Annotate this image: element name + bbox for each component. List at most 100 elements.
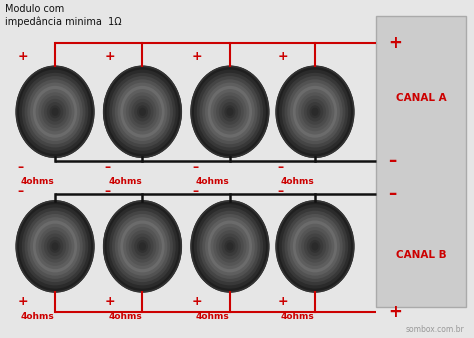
Ellipse shape [284,76,346,147]
Ellipse shape [216,96,244,128]
Ellipse shape [27,214,83,279]
Ellipse shape [134,102,151,122]
Ellipse shape [216,230,244,263]
Ellipse shape [104,66,181,157]
Ellipse shape [38,227,72,266]
Ellipse shape [202,79,257,144]
Ellipse shape [312,108,318,115]
Ellipse shape [126,92,159,131]
Bar [376,16,466,307]
Text: 4ohms: 4ohms [281,312,315,321]
Ellipse shape [120,220,164,272]
Ellipse shape [301,96,329,128]
Ellipse shape [222,102,238,122]
Ellipse shape [126,227,159,266]
Ellipse shape [140,108,145,115]
Ellipse shape [118,217,167,275]
Ellipse shape [208,220,252,272]
Ellipse shape [19,204,91,289]
Ellipse shape [296,224,334,269]
Text: –: – [277,185,283,198]
Text: –: – [105,161,111,174]
Text: 4ohms: 4ohms [281,177,315,187]
Ellipse shape [128,96,156,128]
Ellipse shape [107,70,179,154]
Ellipse shape [104,201,181,292]
Ellipse shape [205,217,255,275]
Text: –: – [17,185,23,198]
Ellipse shape [16,201,94,292]
Ellipse shape [33,86,77,138]
Ellipse shape [227,242,233,250]
Ellipse shape [30,217,80,275]
Ellipse shape [287,214,343,279]
Ellipse shape [38,92,72,131]
Ellipse shape [139,108,146,116]
Text: +: + [105,295,115,308]
Ellipse shape [118,82,167,141]
Ellipse shape [191,66,269,157]
Text: –: – [388,151,396,170]
Ellipse shape [36,224,74,269]
Ellipse shape [290,82,340,141]
Ellipse shape [276,66,354,157]
Ellipse shape [227,243,233,250]
Ellipse shape [213,227,246,266]
Ellipse shape [304,234,326,259]
Ellipse shape [301,230,329,263]
Ellipse shape [194,70,266,154]
Ellipse shape [287,79,343,144]
Ellipse shape [191,201,269,292]
Ellipse shape [307,102,323,122]
Ellipse shape [123,89,162,135]
Text: –: – [388,185,396,203]
Ellipse shape [109,73,176,151]
Text: 4ohms: 4ohms [196,177,229,187]
Ellipse shape [311,108,319,116]
Ellipse shape [279,70,351,154]
Ellipse shape [191,66,269,157]
Ellipse shape [194,204,266,289]
Ellipse shape [123,224,162,269]
Ellipse shape [41,230,69,263]
Text: CANAL B: CANAL B [396,250,447,260]
Ellipse shape [52,242,58,250]
Ellipse shape [137,105,148,118]
Text: CANAL A: CANAL A [396,93,447,103]
Ellipse shape [197,208,263,285]
Ellipse shape [197,73,263,151]
Ellipse shape [52,108,58,115]
Ellipse shape [128,230,156,263]
Text: 4ohms: 4ohms [21,312,55,321]
Ellipse shape [293,220,337,272]
Ellipse shape [224,105,236,118]
Ellipse shape [200,211,260,282]
Text: –: – [192,185,198,198]
Text: 4ohms: 4ohms [21,177,55,187]
Text: +: + [277,50,288,63]
Text: +: + [17,50,28,63]
Ellipse shape [47,102,64,122]
Ellipse shape [282,73,348,151]
Ellipse shape [134,237,151,256]
Ellipse shape [52,108,58,116]
Ellipse shape [52,243,58,250]
Ellipse shape [282,208,348,285]
Ellipse shape [139,242,146,250]
Text: +: + [388,34,402,52]
Ellipse shape [44,234,66,259]
Ellipse shape [47,237,64,256]
Ellipse shape [115,79,170,144]
Ellipse shape [115,214,170,279]
Ellipse shape [205,82,255,141]
Ellipse shape [219,234,241,259]
Ellipse shape [49,105,61,118]
Text: Modulo com
impedância minima  1Ω: Modulo com impedância minima 1Ω [5,4,122,27]
Ellipse shape [49,240,61,253]
Ellipse shape [312,243,318,250]
Ellipse shape [210,89,249,135]
Ellipse shape [41,96,69,128]
Ellipse shape [279,204,351,289]
Ellipse shape [112,76,173,147]
Ellipse shape [276,66,354,157]
